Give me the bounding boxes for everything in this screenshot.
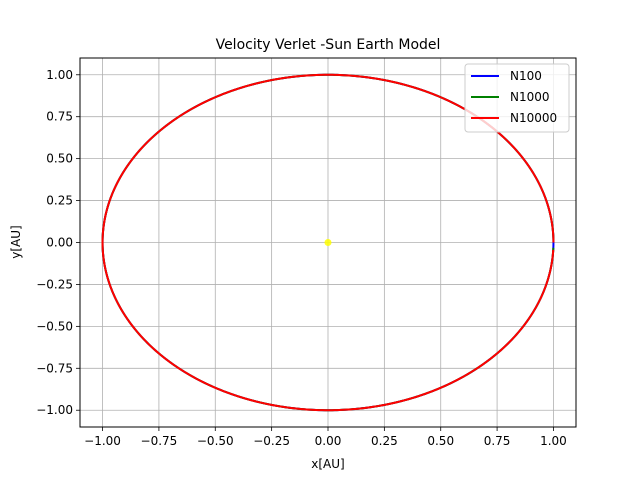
x-tick-label: 0.25 <box>371 434 398 448</box>
sun-marker <box>324 239 332 246</box>
y-tick-label: 1.00 <box>46 68 73 82</box>
y-tick-label: −0.75 <box>36 361 73 375</box>
y-tick-label: 0.00 <box>46 236 73 250</box>
x-ticks: −1.00 −0.75 −0.50 −0.25 0.00 0.25 0.50 0.75 1.00 <box>84 427 567 448</box>
x-tick-label: −0.50 <box>197 434 234 448</box>
x-axis-label: x[AU] <box>311 457 344 471</box>
x-tick-label: 0.50 <box>427 434 454 448</box>
x-tick-label: 1.00 <box>540 434 567 448</box>
y-tick-label: 0.75 <box>46 110 73 124</box>
legend-label-n1000: N1000 <box>510 90 550 104</box>
legend: N100 N1000 N10000 <box>464 63 570 133</box>
y-ticks: −1.00 −0.75 −0.50 −0.25 0.00 0.25 0.50 0.75 1.00 <box>36 68 80 417</box>
legend-label-n100: N100 <box>510 69 542 83</box>
y-axis-label: y[AU] <box>9 225 23 258</box>
chart-title: Velocity Verlet -Sun Earth Model <box>216 37 441 53</box>
y-tick-label: −0.50 <box>36 319 73 333</box>
series-line-n10000 <box>101 73 555 412</box>
legend-box <box>464 63 570 133</box>
x-tick-label: −0.25 <box>253 434 290 448</box>
y-tick-label: 0.50 <box>46 152 73 166</box>
y-tick-label: 0.25 <box>46 194 73 208</box>
sun-marker-group <box>324 239 332 246</box>
x-tick-label: 0.75 <box>484 434 511 448</box>
series-group <box>101 73 555 412</box>
y-tick-label: −0.25 <box>36 277 73 291</box>
legend-label-n10000: N10000 <box>510 111 557 125</box>
x-tick-label: −0.75 <box>141 434 178 448</box>
x-tick-label: −1.00 <box>84 434 121 448</box>
y-tick-label: −1.00 <box>36 403 73 417</box>
x-tick-label: 0.00 <box>315 434 342 448</box>
